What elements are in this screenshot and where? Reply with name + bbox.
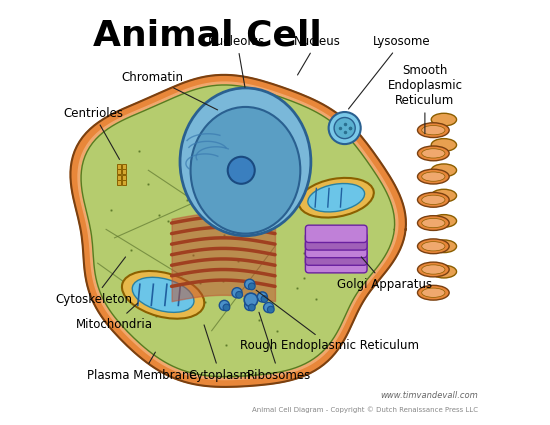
Bar [117,170,121,174]
Ellipse shape [299,178,374,218]
Text: Nucleus: Nucleus [294,35,340,75]
Ellipse shape [190,107,300,234]
Text: Animal Cell Diagram - Copyright © Dutch Renaissance Press LLC: Animal Cell Diagram - Copyright © Dutch … [252,406,477,413]
Text: Golgi Apparatus: Golgi Apparatus [337,257,432,291]
Bar [122,164,126,169]
Bar [122,180,126,185]
Ellipse shape [431,189,456,202]
Text: Centrioles: Centrioles [63,107,123,159]
Ellipse shape [431,215,456,227]
Bar [117,175,121,180]
Bar [117,180,121,185]
Polygon shape [70,75,406,387]
FancyBboxPatch shape [305,241,367,258]
Ellipse shape [180,88,311,236]
Bar [122,170,126,174]
Text: Rough Endoplasmic Reticulum: Rough Endoplasmic Reticulum [240,290,420,352]
Bar [122,175,126,180]
Ellipse shape [431,265,456,278]
Ellipse shape [245,279,255,289]
Text: Cytoplasm: Cytoplasm [189,325,251,382]
Text: Chromatin: Chromatin [122,71,218,110]
Ellipse shape [422,288,445,298]
Text: Ribosomes: Ribosomes [247,312,311,382]
Ellipse shape [267,306,274,313]
Ellipse shape [261,296,268,303]
Ellipse shape [422,242,445,251]
Ellipse shape [263,303,274,312]
FancyBboxPatch shape [305,233,367,250]
Ellipse shape [245,300,255,310]
Ellipse shape [417,285,449,300]
Text: Nucleolus: Nucleolus [208,35,266,87]
Ellipse shape [223,304,230,311]
Ellipse shape [422,265,445,274]
Polygon shape [81,85,394,377]
Ellipse shape [417,123,449,138]
FancyBboxPatch shape [305,255,367,273]
Bar [117,164,121,169]
Ellipse shape [417,146,449,161]
Ellipse shape [417,239,449,254]
Ellipse shape [257,292,267,302]
Ellipse shape [236,292,243,298]
Ellipse shape [122,271,204,319]
Text: Smooth
Endoplasmic
Reticulum: Smooth Endoplasmic Reticulum [387,64,463,134]
Ellipse shape [334,117,355,139]
Text: Cytoskeleton: Cytoskeleton [55,257,132,306]
FancyBboxPatch shape [305,225,367,243]
Ellipse shape [422,172,445,181]
Ellipse shape [422,125,445,135]
Ellipse shape [244,293,258,307]
Ellipse shape [228,157,255,184]
FancyBboxPatch shape [305,248,367,265]
Ellipse shape [328,112,361,144]
Ellipse shape [431,139,456,151]
Ellipse shape [417,262,449,277]
Text: Animal Cell: Animal Cell [94,18,322,52]
Text: Plasma Membrane: Plasma Membrane [87,352,197,382]
Ellipse shape [422,149,445,158]
Ellipse shape [417,215,449,230]
Ellipse shape [308,184,365,212]
Ellipse shape [431,240,456,252]
Text: Mitochondria: Mitochondria [76,303,153,331]
Ellipse shape [232,288,242,298]
Polygon shape [78,82,398,380]
Ellipse shape [219,300,229,310]
Ellipse shape [431,164,456,177]
Ellipse shape [249,304,255,311]
Ellipse shape [422,218,445,228]
Ellipse shape [249,283,255,290]
Ellipse shape [422,195,445,204]
Ellipse shape [132,277,194,312]
Text: www.timvandevall.com: www.timvandevall.com [380,391,477,400]
Text: Lysosome: Lysosome [349,35,431,109]
Ellipse shape [417,169,449,184]
Ellipse shape [431,113,456,126]
Ellipse shape [417,193,449,207]
